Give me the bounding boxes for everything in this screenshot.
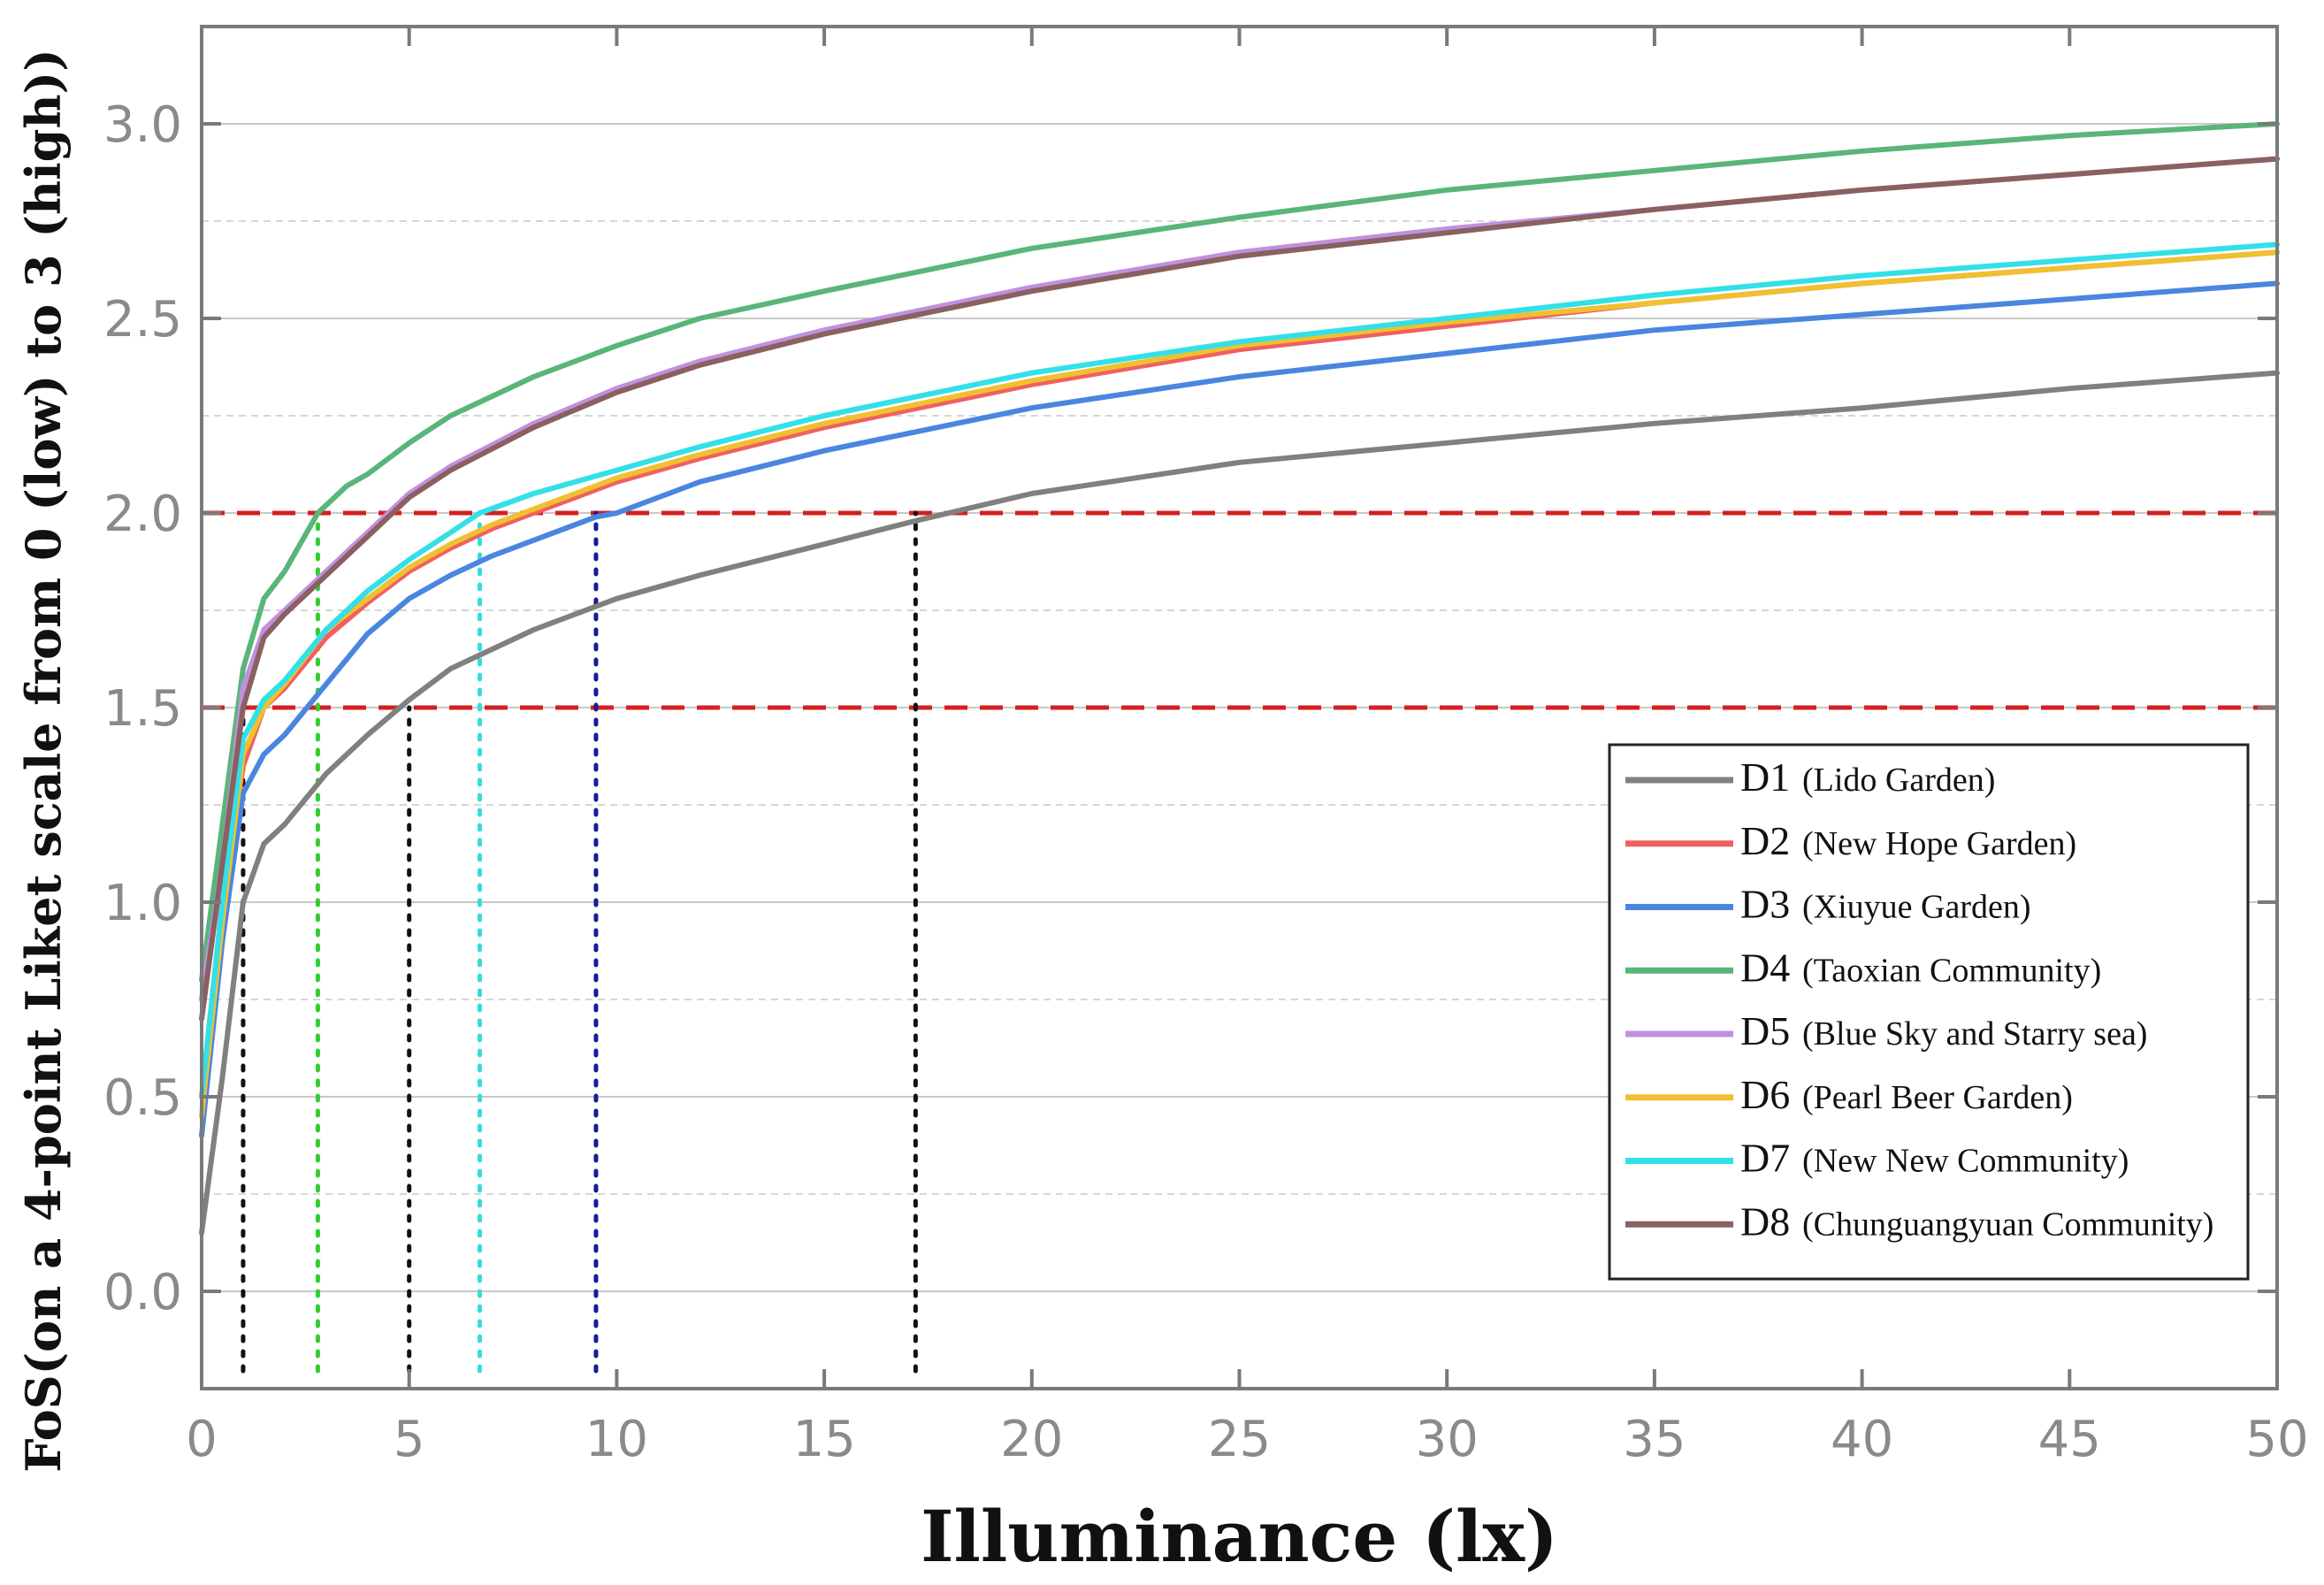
legend-label-d4: D4 (1740, 945, 1790, 990)
legend-description-d5: (Blue Sky and Starry sea) (1802, 1015, 2147, 1053)
x-tick-label: 35 (1623, 1411, 1686, 1468)
legend-label-d3: D3 (1740, 882, 1790, 927)
legend-description-d7: (New New Community) (1802, 1143, 2129, 1180)
series-line-d3 (199, 280, 2280, 1138)
x-tick-label: 25 (1208, 1411, 1271, 1468)
legend-description-d8: (Chunguangyuan Community) (1802, 1206, 2213, 1243)
x-tick-label: 50 (2245, 1411, 2308, 1468)
x-tick-label: 45 (2038, 1411, 2101, 1468)
x-tick-label: 10 (585, 1411, 648, 1468)
x-tick-label: 15 (792, 1411, 855, 1468)
gridlines (202, 123, 2277, 1292)
legend-box (1608, 743, 2250, 1281)
legend-description-d1: (Lido Garden) (1802, 762, 1995, 799)
series-line-d1 (199, 370, 2280, 1236)
series-line-d7 (199, 241, 2280, 1099)
series-line-d8 (199, 156, 2280, 1022)
y-tick-label: 1.0 (103, 875, 182, 932)
x-axis-title: Illuminance (lx) (921, 1495, 1558, 1578)
legend-label-d5: D5 (1740, 1008, 1790, 1053)
y-tick-label: 0.5 (103, 1069, 182, 1127)
legend-description-d2: (New Hope Garden) (1802, 825, 2076, 862)
y-tick-labels: 0.0 0.5 1.0 1.5 2.0 2.5 3.0 (103, 96, 182, 1321)
y-tick-label: 1.5 (103, 680, 182, 738)
legend: D1 (Lido Garden) D2 (New Hope Garden) D3 (Xiu… (1608, 743, 2250, 1281)
legend-description-d4: (Taoxian Community) (1802, 952, 2101, 989)
y-tick-label: 2.0 (103, 486, 182, 543)
legend-label-d2: D2 (1740, 818, 1790, 863)
series-line-d4 (199, 121, 2280, 983)
y-tick-label: 3.0 (103, 96, 182, 154)
legend-label-d7: D7 (1740, 1136, 1790, 1181)
y-tick-label: 2.5 (103, 291, 182, 348)
legend-description-d6: (Pearl Beer Garden) (1802, 1079, 2073, 1116)
x-tick-label: 20 (1000, 1411, 1063, 1468)
series-line-d6 (199, 249, 2280, 1119)
x-tick-labels: 0 5 10 15 20 25 30 35 40 45 50 (186, 1411, 2308, 1468)
reference-lines (202, 510, 2277, 710)
legend-label-d1: D1 (1740, 754, 1790, 800)
y-tick-label: 0.0 (103, 1264, 182, 1321)
legend-description-d3: (Xiuyue Garden) (1802, 889, 2031, 926)
x-tick-label: 0 (186, 1411, 218, 1468)
x-tick-label: 5 (394, 1411, 425, 1468)
legend-label-d6: D6 (1740, 1072, 1790, 1117)
x-tick-label: 30 (1416, 1411, 1479, 1468)
threshold-markers (241, 510, 918, 1374)
x-tick-label: 40 (1831, 1411, 1893, 1468)
series-lines (199, 121, 2280, 1236)
legend-label-d8: D8 (1740, 1198, 1790, 1244)
axis-ticks (200, 27, 2279, 1389)
y-axis-title: FoS(on a 4-point Liket scale from 0 (low… (15, 49, 72, 1473)
